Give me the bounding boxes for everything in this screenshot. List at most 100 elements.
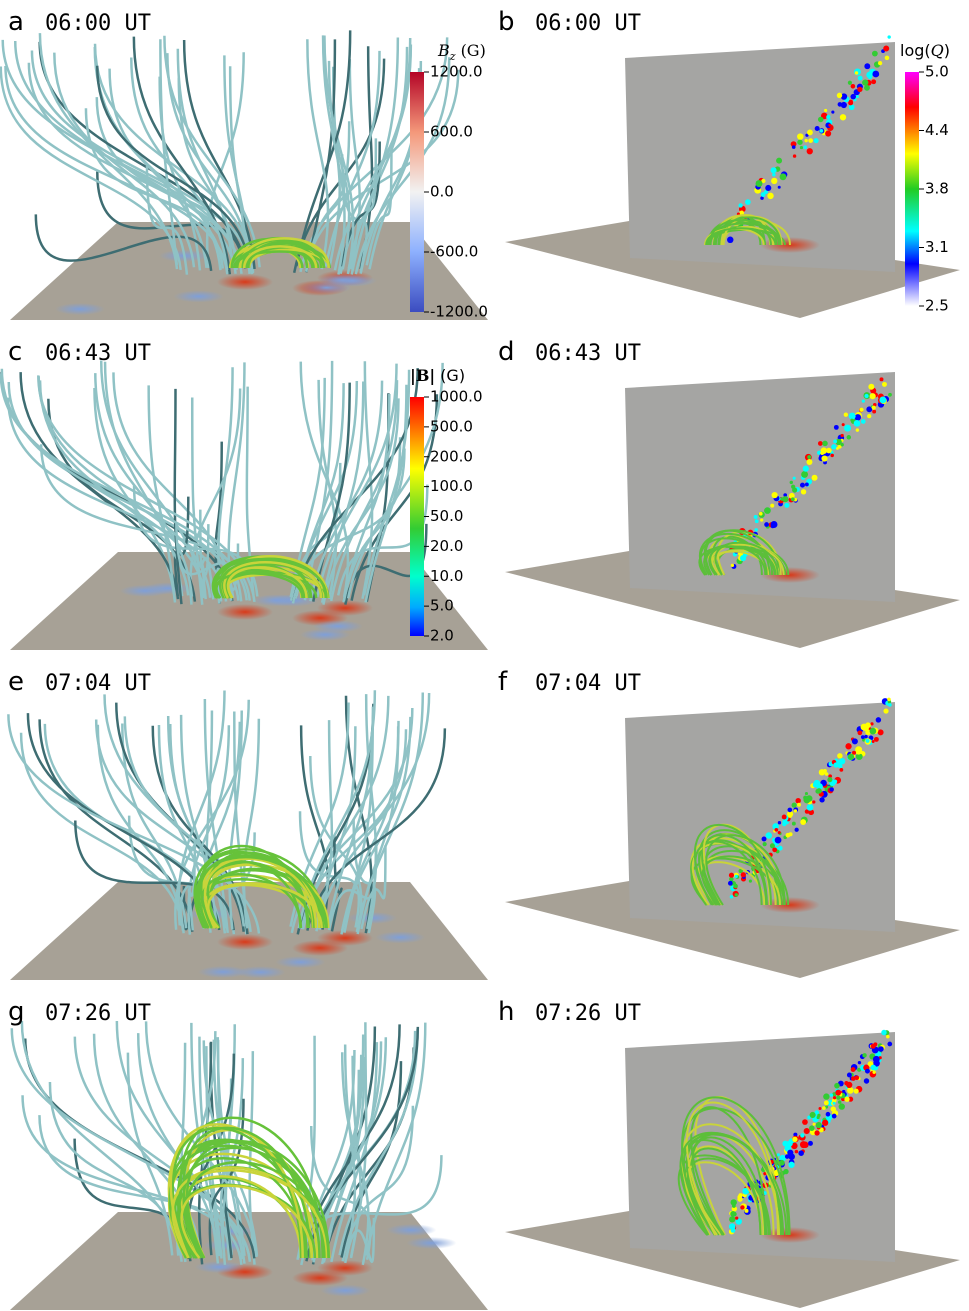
q-dot: [797, 803, 801, 807]
q-dot: [816, 788, 821, 793]
q-dot: [772, 847, 777, 852]
q-dot: [851, 84, 856, 89]
q-dot: [819, 797, 824, 802]
q-dot: [844, 413, 848, 417]
spot: [320, 1285, 370, 1297]
q-dot: [738, 203, 742, 207]
q-dot: [801, 489, 806, 494]
q-dot: [764, 522, 769, 527]
q-dot: [859, 408, 863, 412]
q-dot: [802, 1119, 808, 1125]
q-dot: [887, 698, 891, 702]
q-dot: [730, 895, 733, 898]
q-dot: [800, 819, 806, 825]
q-dot: [826, 115, 830, 119]
colorbar-tick-label: 3.8: [925, 180, 949, 198]
q-dot: [775, 837, 782, 844]
q-dot: [814, 138, 819, 143]
q-dot: [874, 737, 879, 742]
q-dot: [864, 394, 868, 398]
q-dot: [735, 875, 738, 878]
panel-letter: a: [8, 7, 24, 37]
colorbar: [410, 397, 424, 636]
q-dot: [885, 56, 890, 61]
q-dot: [813, 1123, 816, 1126]
q-dot: [782, 496, 788, 502]
colorbar-tick-label: 3.1: [925, 238, 949, 256]
q-dot: [809, 1125, 815, 1131]
colorbar-tick-label: 2.5: [925, 297, 949, 315]
q-dot: [847, 1087, 854, 1094]
q-dot: [840, 434, 843, 437]
colorbar-tick-label: 600.0: [430, 123, 473, 141]
spot: [276, 956, 326, 968]
q-dot: [870, 722, 873, 725]
q-dot: [862, 79, 868, 85]
q-dot: [825, 131, 831, 137]
q-dot: [849, 413, 856, 420]
suffix: ): [944, 41, 950, 60]
q-dot: [851, 1076, 856, 1081]
panel-letter: h: [498, 997, 514, 1027]
q-dot: [831, 1106, 836, 1111]
q-dot: [790, 481, 793, 484]
q-dot: [834, 425, 839, 430]
q-dot: [745, 1209, 749, 1213]
q-dot: [868, 384, 874, 390]
q-dot: [813, 782, 818, 787]
q-dot: [832, 1114, 837, 1119]
q-dot: [870, 728, 877, 735]
q-dot: [791, 485, 795, 489]
q-dot: [807, 455, 811, 459]
q-dot: [876, 717, 881, 722]
q-dot: [815, 126, 820, 131]
panel-time: 07:26 UT: [535, 1001, 641, 1026]
q-dot: [729, 873, 734, 878]
q-dot: [855, 748, 862, 755]
q-dot: [818, 117, 824, 123]
colorbar-tick-label: 10.0: [430, 567, 463, 585]
q-dot: [798, 1150, 804, 1156]
panel-time: 07:04 UT: [45, 671, 151, 696]
q-dot: [822, 1120, 828, 1126]
q-dot: [832, 1102, 835, 1105]
q-dot: [882, 382, 887, 387]
q-dot: [833, 439, 837, 443]
q-dot: [795, 1150, 799, 1154]
figure: a06:00 UTb06:00 UTc06:43 UTd06:43 UTe07:…: [0, 0, 969, 1311]
q-dot: [800, 1133, 804, 1137]
q-dot: [767, 193, 773, 199]
q-dot: [765, 185, 771, 191]
q-dot: [772, 173, 775, 176]
q-dot: [740, 555, 746, 561]
q-dot: [858, 730, 863, 735]
spot: [301, 282, 351, 294]
q-dot: [830, 454, 834, 458]
q-dot: [883, 708, 888, 713]
colorbar-tick-label: 1200.0: [430, 63, 483, 81]
q-dot: [778, 186, 781, 189]
q-dot: [793, 154, 796, 157]
q-dot: [830, 1093, 833, 1096]
q-dot: [735, 893, 739, 897]
subscript: z: [449, 50, 456, 63]
q-dot: [803, 145, 807, 149]
q-dot: [822, 441, 828, 447]
q-dot: [864, 1078, 869, 1083]
q-dot: [833, 1096, 836, 1099]
q-dot: [808, 1141, 813, 1146]
q-dot: [833, 780, 837, 784]
q-dot: [835, 1090, 841, 1096]
q-dot: [803, 466, 809, 472]
q-dot: [871, 1065, 877, 1071]
q-dot: [805, 792, 808, 795]
q-dot: [848, 754, 855, 761]
q-dot: [766, 832, 772, 838]
q-dot: [872, 410, 876, 414]
colorbar-tick-label: -1200.0: [430, 303, 488, 321]
q-dot: [824, 1100, 829, 1105]
q-dot: [842, 423, 845, 426]
panel-letter: g: [8, 997, 25, 1027]
unit: (G): [461, 41, 486, 60]
q-dot: [807, 148, 813, 154]
